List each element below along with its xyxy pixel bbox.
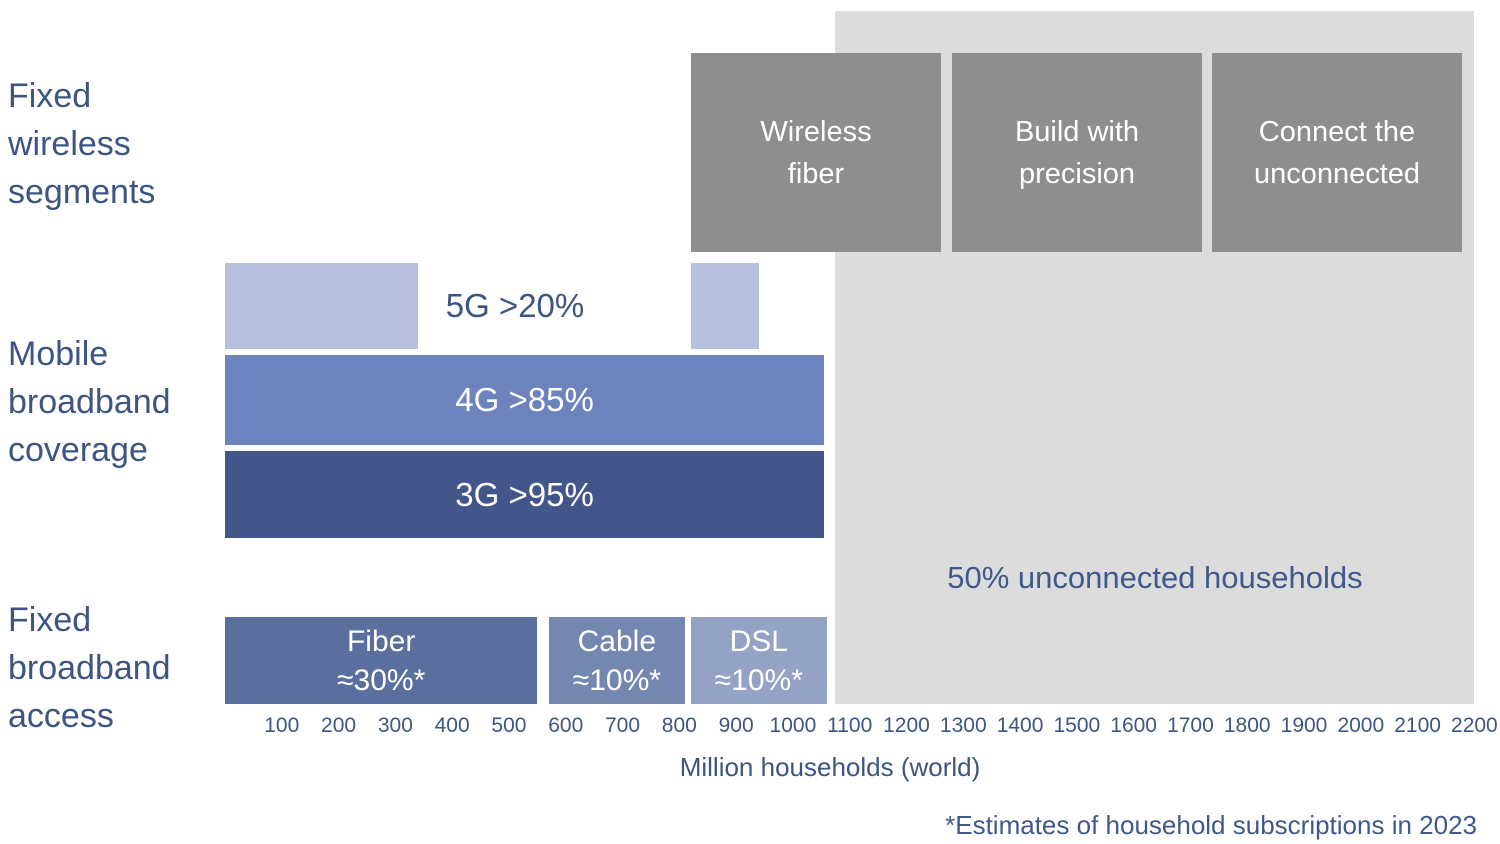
segment-box-1-label-line-2: fiber xyxy=(787,157,845,190)
segment-box-2-label-line-2: precision xyxy=(1018,157,1136,190)
5g-coverage-bar-2 xyxy=(690,263,759,349)
x-tick-2000: 2000 xyxy=(1337,714,1385,737)
x-tick-100: 100 xyxy=(264,714,300,737)
x-tick-1600: 1600 xyxy=(1110,714,1157,737)
x-tick-900: 900 xyxy=(718,714,754,737)
fixed-broadband-access-line-2: broadband xyxy=(8,649,171,687)
fiber-access-label: Fiber ≈30%* xyxy=(337,622,425,700)
segment-box-3: Connect the unconnected xyxy=(1212,53,1462,252)
cable-access-label: Cable ≈10%* xyxy=(573,622,661,700)
fiber-label-line-1: Fiber xyxy=(346,624,416,658)
unconnected-households-label: 50% unconnected households xyxy=(947,560,1363,595)
x-tick-500: 500 xyxy=(491,714,527,737)
x-tick-200: 200 xyxy=(321,714,357,737)
x-tick-1000: 1000 xyxy=(769,714,817,737)
segment-box-1-label-line-1: Wireless xyxy=(760,115,872,148)
cable-access-bar: Cable ≈10%* xyxy=(548,617,685,704)
row-group-label-fixed-wireless-segments: Fixed wireless segments xyxy=(8,72,155,216)
segment-box-3-label-line-1: Connect the xyxy=(1258,115,1416,148)
row-group-label-mobile-broadband-coverage: Mobile broadband coverage xyxy=(8,330,171,474)
fixed-wireless-segments-line-1: Fixed xyxy=(8,77,92,115)
segment-box-2: Build with precision xyxy=(952,53,1202,252)
mobile-broadband-coverage-line-3: coverage xyxy=(8,431,148,469)
fixed-wireless-segments-line-3: segments xyxy=(8,173,156,211)
4g-coverage-bar-1: 4G >85% xyxy=(225,355,825,445)
fiber-access-bar: Fiber ≈30%* xyxy=(225,617,538,704)
dsl-label-line-2: ≈10%* xyxy=(714,663,803,697)
x-axis-title: Million households (world) xyxy=(679,752,981,782)
mobile-broadband-coverage-line-1: Mobile xyxy=(8,335,109,373)
fixed-broadband-access-line-1: Fixed xyxy=(8,601,92,639)
x-tick-2100: 2100 xyxy=(1394,714,1441,737)
dsl-access-bar: DSL ≈10%* xyxy=(690,617,827,704)
x-tick-700: 700 xyxy=(604,714,641,737)
fixed-wireless-segments-line-2: wireless xyxy=(8,125,131,163)
x-tick-300: 300 xyxy=(377,714,413,737)
segment-box-2-label-line-1: Build with xyxy=(1014,115,1140,148)
footnote: *Estimates of household subscriptions in… xyxy=(945,810,1477,840)
dsl-label-line-1: DSL xyxy=(729,624,788,658)
x-tick-1300: 1300 xyxy=(939,714,987,737)
x-tick-1800: 1800 xyxy=(1223,714,1271,737)
x-tick-600: 600 xyxy=(548,714,584,737)
5g-coverage-bar-1 xyxy=(225,263,419,349)
dsl-access-label: DSL ≈10%* xyxy=(715,622,803,700)
x-tick-1200: 1200 xyxy=(883,714,930,737)
x-tick-2200: 2200 xyxy=(1451,714,1498,737)
fiber-label-line-2: ≈30%* xyxy=(337,663,426,697)
segment-box-3-label-line-2: unconnected xyxy=(1253,157,1421,190)
segment-box-1: Wireless fiber xyxy=(691,53,941,252)
x-tick-400: 400 xyxy=(434,714,470,737)
x-tick-1900: 1900 xyxy=(1280,714,1328,737)
x-tick-1700: 1700 xyxy=(1167,714,1214,737)
fixed-broadband-access-line-3: access xyxy=(8,697,114,735)
5g-coverage-label: 5G >20% xyxy=(445,287,585,324)
mobile-broadband-coverage-line-2: broadband xyxy=(8,383,171,421)
3g-coverage-bar-1: 3G >95% xyxy=(225,451,825,538)
x-tick-800: 800 xyxy=(661,714,697,737)
cable-label-line-1: Cable xyxy=(577,624,657,658)
3g-coverage-label: 3G >95% xyxy=(455,475,594,513)
x-tick-1500: 1500 xyxy=(1053,714,1101,737)
x-tick-1100: 1100 xyxy=(827,714,873,737)
cable-label-line-2: ≈10%* xyxy=(572,663,661,697)
row-group-label-fixed-broadband-access: Fixed broadband access xyxy=(8,596,171,740)
4g-coverage-label: 4G >85% xyxy=(455,381,594,418)
x-tick-1400: 1400 xyxy=(996,714,1044,737)
